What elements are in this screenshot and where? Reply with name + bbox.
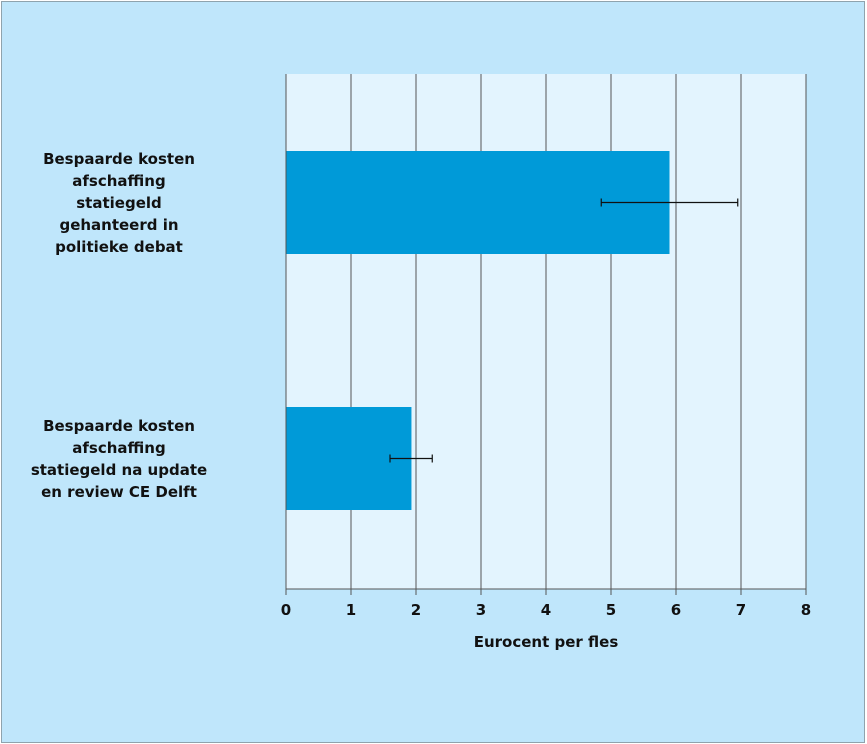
x-tick-label-6: 6	[671, 601, 681, 619]
category-label-1-line-2: afschaffing	[72, 172, 166, 190]
category-label-1-line-1: Bespaarde kosten	[43, 150, 195, 168]
x-tick-label-2: 2	[411, 601, 421, 619]
x-tick-label-0: 0	[281, 601, 291, 619]
x-tick-label-3: 3	[476, 601, 486, 619]
category-label-1-line-5: politieke debat	[55, 238, 183, 256]
category-label-1-line-4: gehanteerd in	[59, 216, 179, 234]
category-label-1-line-3: statiegeld	[76, 194, 162, 212]
category-label-2: Bespaarde kosten afschaffing statiegeld …	[4, 415, 234, 503]
category-label-2-line-2: afschaffing	[72, 439, 166, 457]
category-label-2-line-4: en review CE Delft	[41, 483, 197, 501]
x-tick-label-4: 4	[541, 601, 551, 619]
x-tick-label-7: 7	[736, 601, 746, 619]
category-label-1: Bespaarde kosten afschaffing statiegeld …	[4, 148, 234, 258]
x-tick-label-1: 1	[346, 601, 356, 619]
x-tick-label-8: 8	[801, 601, 811, 619]
x-tick-label-5: 5	[606, 601, 616, 619]
category-label-2-line-1: Bespaarde kosten	[43, 417, 195, 435]
x-axis-title: Eurocent per fles	[474, 633, 619, 651]
category-label-2-line-3: statiegeld na update	[30, 461, 208, 479]
